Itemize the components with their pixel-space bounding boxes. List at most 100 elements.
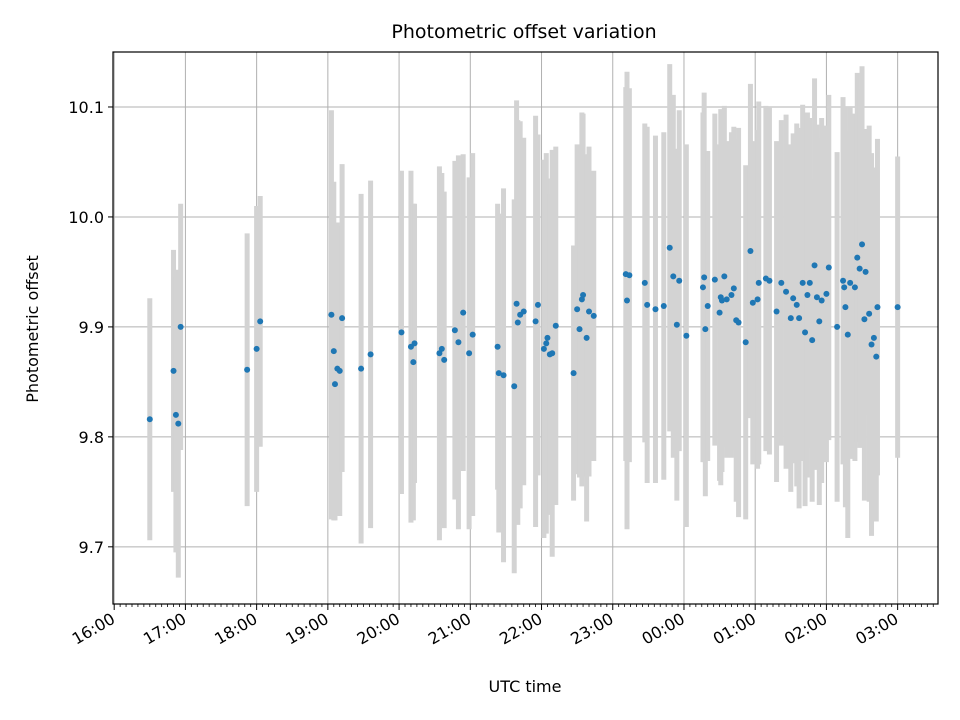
data-point — [747, 248, 754, 255]
data-point — [811, 262, 818, 269]
data-point — [570, 370, 577, 377]
data-point — [754, 296, 761, 303]
data-point — [331, 381, 338, 388]
data-point — [870, 334, 877, 341]
y-axis-label: Photometric offset — [23, 255, 42, 403]
data-point — [825, 264, 832, 271]
data-point — [809, 337, 816, 344]
data-point — [699, 284, 706, 291]
data-point — [790, 295, 797, 302]
data-point — [358, 365, 365, 372]
data-point — [704, 303, 711, 310]
data-point — [532, 318, 539, 325]
data-points — [146, 241, 901, 427]
data-point — [170, 367, 177, 374]
data-point — [854, 254, 861, 261]
data-point — [543, 340, 550, 347]
data-point — [749, 299, 756, 306]
data-point — [742, 339, 749, 346]
data-point — [576, 326, 583, 333]
data-point — [455, 339, 462, 346]
data-point — [586, 308, 593, 315]
data-point — [666, 244, 673, 251]
data-point — [856, 265, 863, 272]
data-point — [683, 332, 690, 339]
data-point — [441, 356, 448, 363]
data-point — [253, 345, 260, 352]
data-point — [859, 241, 866, 248]
data-point — [844, 331, 851, 338]
data-point — [146, 416, 153, 423]
data-point — [540, 345, 547, 352]
data-point — [701, 274, 708, 281]
data-point — [500, 372, 507, 379]
data-point — [866, 310, 873, 317]
data-point — [652, 306, 659, 313]
data-point — [778, 279, 785, 286]
data-point — [544, 334, 551, 341]
data-point — [626, 272, 633, 279]
data-point — [813, 294, 820, 301]
data-point — [816, 318, 823, 325]
data-point — [494, 343, 501, 350]
data-point — [451, 327, 458, 334]
data-point — [534, 301, 541, 308]
data-point — [873, 353, 880, 360]
data-point — [755, 279, 762, 286]
data-point — [175, 420, 182, 427]
data-point — [730, 285, 737, 292]
data-point — [735, 319, 742, 326]
data-point — [574, 306, 581, 313]
data-point — [411, 340, 418, 347]
data-point — [177, 323, 184, 330]
y-tick-label: 9.8 — [79, 428, 104, 447]
data-point — [718, 297, 725, 304]
data-point — [257, 318, 264, 325]
data-point — [728, 292, 735, 299]
data-point — [514, 319, 521, 326]
data-point — [823, 290, 830, 297]
data-point — [862, 268, 869, 275]
data-point — [495, 370, 502, 377]
data-point — [783, 288, 790, 295]
y-tick-label: 10.1 — [68, 98, 104, 117]
data-point — [806, 279, 813, 286]
y-axis: 9.7 9.8 9.9 10.0 10.1 — [68, 98, 113, 557]
data-point — [172, 411, 179, 418]
data-point — [336, 367, 343, 374]
data-point — [834, 323, 841, 330]
data-point — [660, 303, 667, 310]
data-point — [460, 309, 467, 316]
data-point — [840, 277, 847, 284]
data-point — [469, 331, 476, 338]
data-point — [466, 350, 473, 357]
x-axis-label: UTC time — [489, 677, 562, 696]
data-point — [436, 350, 443, 357]
data-point — [796, 315, 803, 322]
y-tick-label: 10.0 — [68, 208, 104, 227]
plot-frame — [112, 51, 939, 605]
data-point — [721, 273, 728, 280]
data-point — [793, 301, 800, 308]
data-point — [330, 348, 337, 355]
data-point — [787, 315, 794, 322]
data-point — [894, 304, 901, 311]
data-point — [868, 341, 875, 348]
data-point — [670, 273, 677, 280]
data-point — [513, 300, 520, 307]
data-point — [623, 297, 630, 304]
data-point — [398, 329, 405, 336]
data-point — [549, 350, 556, 357]
data-point — [802, 329, 809, 336]
data-point — [851, 284, 858, 291]
data-point — [367, 351, 374, 358]
data-point — [339, 315, 346, 322]
data-point — [818, 297, 825, 304]
data-point — [438, 345, 445, 352]
y-tick-label: 9.9 — [79, 318, 104, 337]
data-point — [804, 292, 811, 299]
chart-title: Photometric offset variation — [391, 21, 656, 43]
y-tick-label: 9.7 — [79, 538, 104, 557]
data-point — [328, 311, 335, 318]
